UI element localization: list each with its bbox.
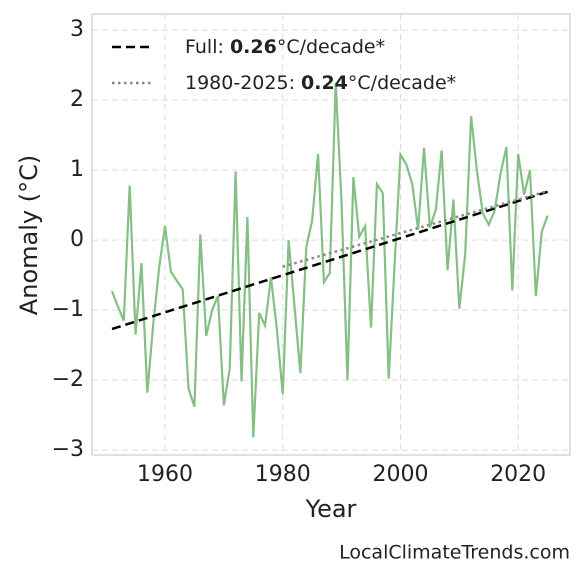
legend-label: Full: 0.26°C/decade* [185, 36, 385, 58]
trend-line [111, 190, 549, 331]
y-tick-label: 1 [70, 157, 84, 182]
y-axis-label: Anomaly (°C) [15, 155, 43, 315]
y-tick-label: 0 [70, 227, 84, 252]
y-tick-label: −2 [52, 367, 84, 392]
source: LocalClimateTrends.com [339, 542, 570, 564]
y-tick-label: 2 [70, 87, 84, 112]
legend-label: 1980-2025: 0.24°C/decade* [185, 72, 456, 94]
y-tick-label: 3 [70, 17, 84, 42]
data-line [110, 82, 549, 438]
legend-label-part: °C/decade* [277, 36, 385, 58]
y-tick-label: −3 [52, 437, 84, 462]
legend-label-part: 1980-2025: [185, 72, 301, 94]
legend-label-part: °C/decade* [348, 72, 456, 94]
plot-frame [91, 13, 571, 456]
x-axis-label: Year [305, 495, 357, 523]
legend-label-part: 0.24 [301, 72, 348, 94]
x-tick-label: 2000 [372, 462, 428, 487]
x-tick-label: 1960 [137, 462, 193, 487]
y-tick-label: −1 [52, 297, 84, 322]
x-tick-label: 1980 [255, 462, 311, 487]
legend-label-part: Full: [185, 36, 230, 58]
trend-line [282, 189, 548, 268]
legend-label-part: 0.26 [230, 36, 277, 58]
x-tick-label: 2020 [490, 462, 546, 487]
